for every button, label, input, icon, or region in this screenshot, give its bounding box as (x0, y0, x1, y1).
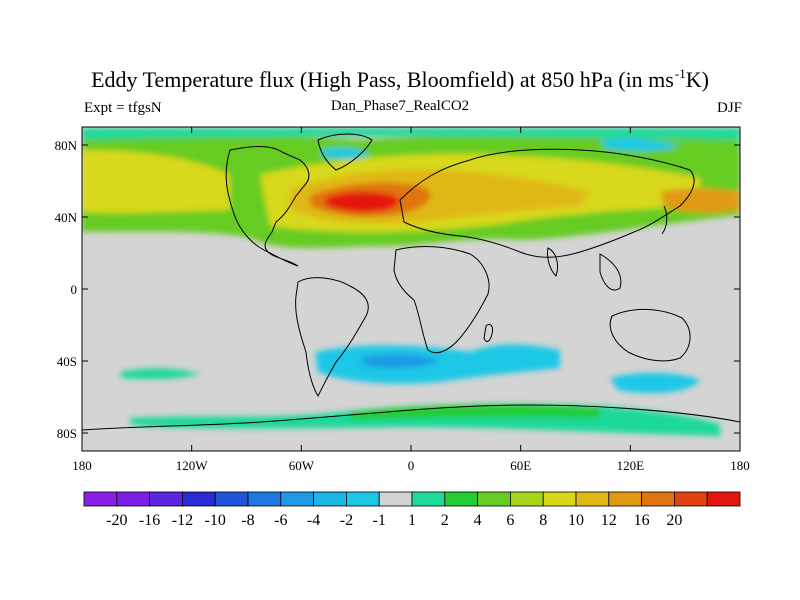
sh-teal-pacific (120, 368, 200, 380)
y-tick-label: 80N (55, 138, 78, 153)
colorbar-swatch (345, 491, 380, 507)
title-end: K) (685, 67, 709, 92)
nh-flux-band (82, 128, 740, 249)
y-tick-label: 40S (57, 354, 77, 369)
x-tick-label: 120E (617, 458, 645, 473)
nh-yellow-band (82, 150, 230, 213)
y-tick-label: 40N (55, 210, 78, 225)
season-label: DJF (716, 100, 742, 116)
flux-field (82, 128, 740, 436)
colorbar-label: -20 (106, 512, 127, 529)
x-tick-label: 60W (289, 458, 315, 473)
title-text: Eddy Temperature flux (High Pass, Bloomf… (91, 67, 674, 92)
coastlines (82, 133, 740, 431)
coast-madagascar (483, 323, 493, 342)
map-subtitle: Dan_Phase7_RealCO2 (330, 98, 470, 114)
coast-south-america (295, 277, 369, 398)
colorbar-label: 8 (539, 512, 547, 529)
coast-antarctica (82, 404, 740, 431)
coast-australia (609, 308, 691, 362)
x-tick-label: 180 (730, 458, 750, 473)
x-tick-label: 0 (408, 458, 415, 473)
colorbar-swatch (313, 491, 347, 507)
sh-green-antarctic (350, 404, 600, 420)
colorbar-label: 16 (634, 512, 650, 529)
colorbar-swatch (181, 491, 216, 507)
coast-eurasia (399, 148, 695, 258)
sh-cyan-atlantic (315, 344, 560, 384)
nh-teal-arctic (82, 128, 740, 140)
colorbar-label: -2 (340, 512, 353, 529)
coast-japan (661, 205, 668, 235)
colorbar-swatch (214, 491, 249, 507)
colorbar-swatch (116, 491, 151, 507)
nh-red-core (325, 191, 399, 213)
colorbar-label: -6 (274, 512, 287, 529)
y-tick-label: 0 (71, 282, 78, 297)
y-tick-label: 80S (57, 426, 77, 441)
sh-flux-band (120, 344, 720, 436)
title-superscript: -1 (674, 66, 686, 81)
colorbar-label: -1 (373, 512, 386, 529)
colorbar-swatch (83, 491, 118, 507)
colorbar-label: 4 (474, 512, 482, 529)
colorbar-swatch (509, 491, 544, 507)
experiment-label: Expt = tfgsN (84, 100, 162, 116)
coast-north-america (225, 146, 310, 267)
colorbar-label: -8 (241, 512, 254, 529)
colorbar-label: -12 (172, 512, 193, 529)
nh-cyan-arctic-2 (600, 138, 680, 151)
colorbar-label: 12 (601, 512, 617, 529)
colorbar-label: -16 (139, 512, 160, 529)
map-title: Eddy Temperature flux (High Pass, Bloomf… (0, 66, 800, 93)
colorbar-label: 2 (441, 512, 449, 529)
x-tick-label: 60E (510, 458, 531, 473)
colorbar-swatch (575, 491, 610, 507)
x-tick-label: 180 (72, 458, 92, 473)
colorbar-swatch (641, 491, 675, 507)
axis-ticks: 80N 40N 0 40S 80S 180 120W 60W 0 60E 120E 180 (55, 127, 750, 473)
colorbar-swatch (247, 491, 282, 507)
sh-cyan-indian (610, 372, 700, 394)
colorbar-swatch (149, 491, 183, 507)
sh-blue-atlantic (360, 354, 440, 368)
colorbar-swatch (706, 491, 741, 507)
colorbar-label: -10 (205, 512, 226, 529)
colorbar-swatch (542, 491, 577, 507)
colorbar-label: -4 (307, 512, 320, 529)
colorbar-label: 6 (506, 512, 514, 529)
colorbar-swatch (477, 491, 511, 507)
coast-southeast-asia (599, 253, 622, 291)
colorbar-swatch (378, 491, 413, 507)
coast-africa (393, 246, 490, 354)
colorbar: -20 -16 -12 -10 -8 -6 -4 -2 -1 1 2 4 6 8 10 12 16 20 (83, 491, 741, 529)
colorbar-swatch (608, 491, 642, 507)
colorbar-swatch (444, 491, 478, 507)
colorbar-label: 10 (568, 512, 584, 529)
colorbar-label: 1 (408, 512, 416, 529)
x-tick-label: 120W (176, 458, 209, 473)
colorbar-swatch (411, 491, 446, 507)
nh-pacific-orange (660, 188, 740, 213)
colorbar-label: 20 (666, 512, 682, 529)
colorbar-swatch (280, 491, 314, 507)
colorbar-swatch (674, 491, 708, 507)
coast-india (547, 247, 559, 277)
coast-greenland (317, 133, 373, 171)
